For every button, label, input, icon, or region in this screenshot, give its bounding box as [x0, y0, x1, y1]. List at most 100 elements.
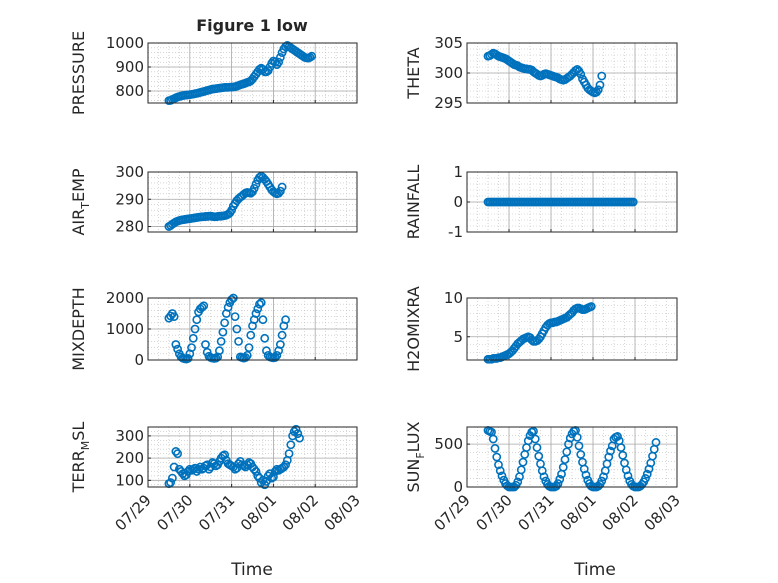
axes-box	[147, 171, 358, 233]
data-point	[560, 455, 570, 464]
data-point	[251, 467, 261, 476]
data-point	[558, 462, 568, 472]
data-point	[171, 340, 181, 349]
data-point	[274, 57, 284, 67]
data-point	[215, 346, 224, 356]
y-tick-label: 0	[453, 193, 463, 211]
data-point	[270, 353, 280, 362]
y-axis-label: THETA	[404, 47, 423, 99]
y-tick-label: 295	[434, 94, 463, 112]
data-point	[204, 464, 214, 474]
axes-box	[147, 42, 358, 104]
data-point	[529, 426, 538, 436]
y-tick-label: 290	[115, 190, 144, 208]
data-point	[216, 336, 226, 346]
data-point	[488, 434, 498, 444]
y-axis-label-subscript: F	[414, 452, 427, 458]
data-point	[581, 470, 591, 480]
y-tick-label: 300	[115, 163, 144, 181]
data-point	[490, 444, 500, 453]
data-point	[530, 434, 540, 444]
y-tick-label: 280	[115, 218, 144, 236]
data-point	[242, 350, 252, 360]
subplot-mixdepth: 0 1000 2000 MIXDEPTH	[69, 287, 358, 371]
data-point	[166, 478, 176, 487]
data-point	[187, 343, 196, 352]
data-point	[249, 464, 259, 474]
axes-box	[466, 171, 678, 233]
data-point	[275, 340, 285, 349]
axes-box	[147, 297, 358, 361]
data-point	[256, 298, 266, 308]
data-point	[307, 51, 317, 61]
axes-box	[466, 42, 678, 104]
y-axis-label-main: PRESSURE	[69, 31, 88, 115]
y-axis-label-tail: EMP	[69, 168, 88, 202]
data-point	[628, 197, 638, 207]
data-point	[169, 312, 179, 321]
y-axis-label: TERRMSL	[69, 422, 92, 494]
y-tick-label: 2000	[106, 289, 144, 307]
data-point	[593, 85, 603, 95]
data-point	[597, 71, 607, 81]
data-point	[574, 441, 584, 451]
data-point	[232, 324, 242, 334]
data-point	[279, 462, 289, 472]
data-point	[642, 469, 652, 479]
y-tick-label: 300	[434, 64, 463, 82]
figure-title: Figure 1 low	[196, 16, 308, 35]
data-point	[291, 424, 301, 434]
y-tick-label: 800	[115, 82, 144, 100]
data-point	[230, 312, 240, 321]
data-point	[281, 315, 290, 325]
y-axis-label-tail: SL	[69, 422, 88, 441]
y-axis-label-main: AIR	[69, 209, 88, 236]
data-point	[281, 460, 290, 470]
y-tick-label: 300	[115, 427, 144, 445]
data-point	[246, 330, 256, 340]
y-axis-label-main: SUN	[404, 459, 423, 493]
y-axis-label-main: MIXDEPTH	[69, 287, 88, 370]
x-axis-label-left: Time	[230, 560, 273, 580]
data-point	[194, 464, 203, 474]
data-point	[183, 354, 193, 363]
y-tick-label: -1	[448, 223, 463, 241]
data-point	[495, 466, 505, 476]
data-point	[518, 457, 528, 467]
data-point	[197, 302, 207, 312]
data-point	[199, 301, 209, 311]
data-point	[586, 302, 596, 311]
axes-box	[466, 426, 678, 488]
subplot-rainfall: -1 0 1 RAINFALL	[404, 163, 678, 241]
data-point	[220, 450, 230, 460]
data-point	[516, 465, 526, 475]
x-axis-label-right: Time	[573, 560, 616, 580]
y-axis-label-main: RAINFALL	[404, 165, 423, 240]
subplot-air_temp: 280 290 300 AIRTEMP	[69, 163, 358, 236]
data-point	[227, 205, 236, 215]
data-point	[249, 183, 259, 193]
y-axis-label-main: H2OMIXRA	[404, 286, 423, 372]
data-point	[171, 447, 181, 456]
y-tick-label: 1000	[106, 320, 144, 338]
data-point	[562, 447, 572, 457]
data-point	[286, 440, 296, 450]
y-tick-label: 0	[134, 351, 144, 369]
data-point	[234, 336, 243, 346]
data-point	[606, 446, 615, 456]
data-point	[576, 450, 586, 459]
data-point	[277, 182, 287, 192]
data-point	[284, 449, 294, 459]
y-axis-label: SUNFLUX	[404, 421, 427, 492]
data-point	[534, 451, 544, 461]
data-point	[220, 318, 230, 328]
data-point	[497, 471, 507, 481]
data-point	[268, 472, 278, 482]
y-axis-label-main: TERR	[69, 450, 88, 493]
data-point	[227, 295, 236, 304]
data-point	[623, 471, 633, 481]
data-point	[641, 474, 650, 483]
y-axis-label: MIXDEPTH	[69, 287, 88, 370]
